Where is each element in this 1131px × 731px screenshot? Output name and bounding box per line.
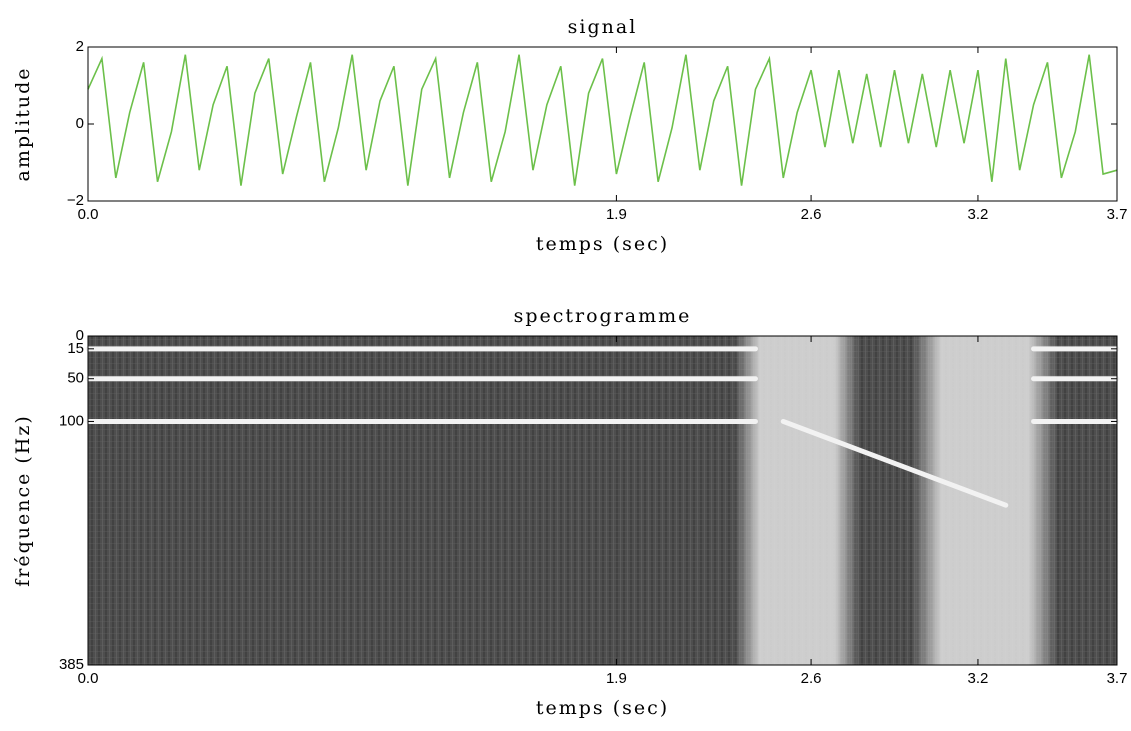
bright-region: [734, 336, 860, 665]
x-tick-label: 3.7: [1107, 206, 1128, 223]
y-tick-label: 15: [67, 340, 84, 357]
y-tick-label: 0: [76, 327, 84, 344]
y-tick-label: 2: [76, 38, 84, 55]
x-tick-label: 0.0: [78, 670, 99, 687]
x-tick-label: 3.7: [1107, 670, 1128, 687]
y-tick-label: 100: [59, 412, 84, 429]
x-tick-label: 3.2: [968, 670, 989, 687]
x-tick-label: 1.9: [606, 206, 627, 223]
x-tick-label: 2.6: [801, 206, 822, 223]
plot-frame: [87, 335, 1118, 666]
y-axis-label: amplitude: [12, 67, 34, 182]
y-tick-label: −2: [67, 192, 84, 209]
x-tick-label: 1.9: [606, 670, 627, 687]
y-tick-label: 0: [76, 115, 84, 132]
x-tick-label: 0.0: [78, 206, 99, 223]
signal-line: [87, 54, 1118, 186]
chart-title: signal: [568, 16, 638, 38]
y-axis-label: fréquence (Hz): [12, 414, 34, 587]
x-axis-label: temps (sec): [536, 233, 669, 255]
x-tick-label: 3.2: [968, 206, 989, 223]
bright-region: [911, 336, 1058, 665]
y-tick-label: 50: [67, 370, 84, 387]
x-axis-label: temps (sec): [536, 697, 669, 719]
tone-line: [780, 418, 1009, 508]
chart-title: spectrogramme: [514, 305, 692, 327]
y-tick-label: 385: [59, 656, 84, 673]
x-tick-label: 2.6: [801, 670, 822, 687]
